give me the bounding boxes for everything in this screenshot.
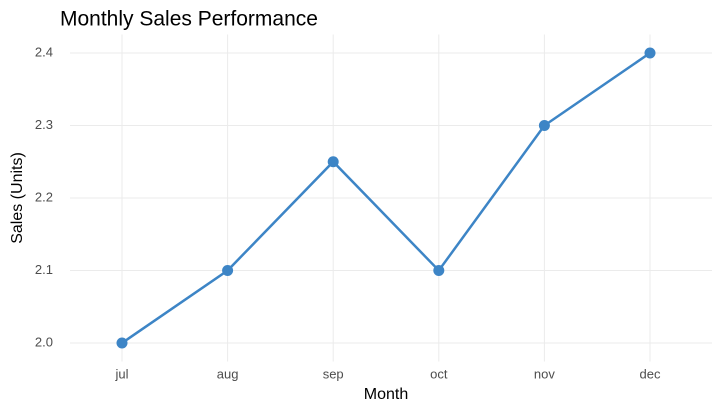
x-tick-label: jul <box>114 366 128 381</box>
y-tick-label: 2.3 <box>35 117 53 132</box>
data-point <box>538 120 550 131</box>
y-axis-label: Sales (Units) <box>9 152 26 244</box>
x-tick-label: nov <box>534 366 555 381</box>
x-tick-label: sep <box>323 366 344 381</box>
chart-title: Monthly Sales Performance <box>60 8 318 31</box>
data-point <box>644 47 656 59</box>
x-tick-label: dec <box>640 366 661 381</box>
y-tick-label: 2.1 <box>35 262 53 277</box>
x-tick-label: oct <box>430 366 448 381</box>
y-tick-label: 2.4 <box>35 44 53 59</box>
x-tick-label: aug <box>217 366 239 381</box>
x-axis-label: Month <box>364 386 408 403</box>
data-point <box>327 156 339 168</box>
data-line <box>121 51 651 345</box>
data-point <box>433 265 445 276</box>
data-point <box>222 265 234 276</box>
y-tick-label: 2.0 <box>35 334 53 349</box>
data-point <box>116 337 128 349</box>
y-tick-label: 2.2 <box>35 189 53 204</box>
